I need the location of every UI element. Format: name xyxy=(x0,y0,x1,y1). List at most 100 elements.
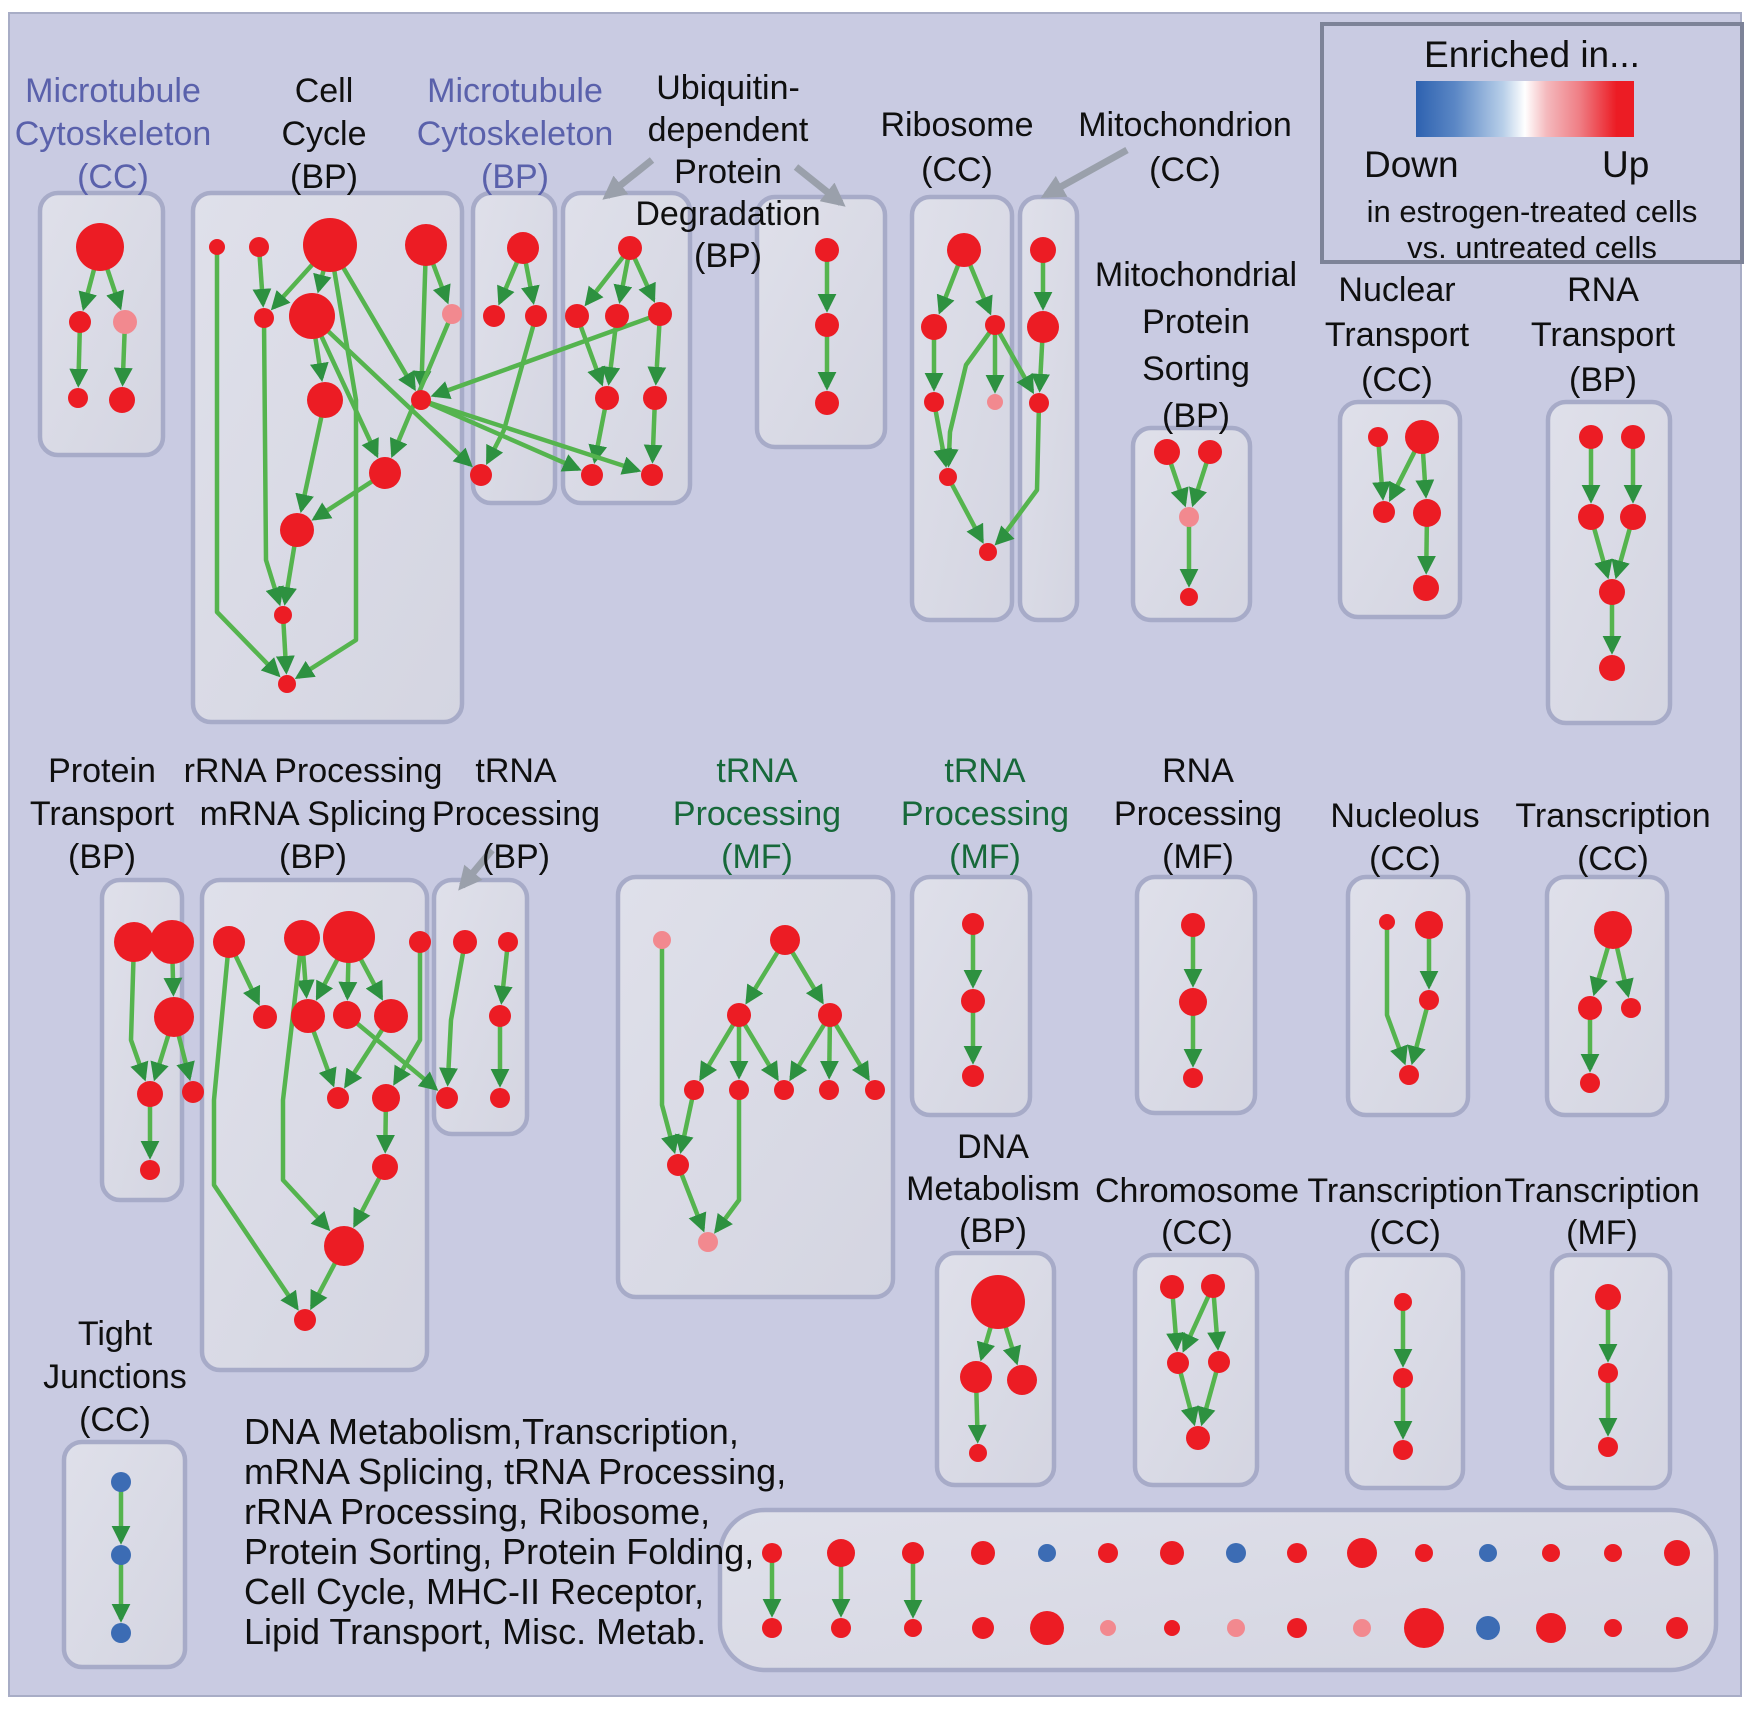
node-microtubule-cc-0 xyxy=(76,223,124,271)
group-label-line: mRNA Splicing xyxy=(199,795,427,833)
node-misc-cluster-12 xyxy=(1542,1544,1560,1562)
node-trna-mf-1-1 xyxy=(770,925,800,955)
legend-title: Enriched in... xyxy=(1424,34,1640,75)
group-label-line: (BP) xyxy=(1569,361,1637,399)
edge xyxy=(931,401,953,468)
edge xyxy=(485,315,539,466)
group-box-cell-cycle xyxy=(190,190,465,725)
group-label-line: Mitochondrial xyxy=(1094,256,1298,294)
node-mito-protein-sorting-1 xyxy=(1198,440,1222,464)
node-chromosome-0 xyxy=(1160,1275,1184,1299)
group-label-transcription-cc-b: Transcription (CC) xyxy=(1235,1170,1575,1254)
node-ribosome-1 xyxy=(921,314,947,340)
node-rrna-mrna-5 xyxy=(291,999,325,1033)
node-protein-transport-5 xyxy=(140,1160,160,1180)
group-label-line: (CC) xyxy=(1161,1214,1233,1252)
node-microtubule-cc-4 xyxy=(109,387,135,413)
group-label-line: tRNA xyxy=(716,752,798,790)
node-protein-transport-3 xyxy=(137,1081,163,1107)
group-label-line: Transcription xyxy=(1307,1172,1503,1210)
group-label-rrna-mrna: rRNA Processing mRNA Splicing (BP) xyxy=(143,750,483,879)
node-cell-cycle-2 xyxy=(303,218,357,272)
edge xyxy=(675,1164,707,1233)
node-rna-processing-mf-0 xyxy=(1181,913,1205,937)
annotation-line: rRNA Processing, Ribosome, xyxy=(244,1491,711,1532)
group-label-line: DNA xyxy=(957,1128,1029,1166)
node-trna-mf-1-4 xyxy=(684,1080,704,1100)
node-rrna-mrna-12 xyxy=(294,1309,316,1331)
edge xyxy=(211,941,299,1311)
node-rna-transport-4 xyxy=(1599,579,1625,605)
node-rna-transport-0 xyxy=(1579,425,1603,449)
group-label-line: (CC) xyxy=(1149,151,1221,189)
node-rrna-mrna-2 xyxy=(323,911,375,963)
node-rna-transport-1 xyxy=(1621,425,1645,449)
edge xyxy=(699,1013,741,1082)
node-transcription-cc-a-0 xyxy=(1594,911,1632,949)
group-label-trna-bp: tRNA Processing (BP) xyxy=(346,750,686,879)
group-label-line: (CC) xyxy=(79,1401,151,1439)
group-label-line: (CC) xyxy=(1577,840,1649,878)
legend-up-label: Up xyxy=(1602,144,1650,185)
group-label-cell-cycle: Cell Cycle (BP) xyxy=(154,70,494,199)
node-trna-mf-1-10 xyxy=(698,1232,718,1252)
node-trna-bp-3 xyxy=(436,1087,458,1109)
edge xyxy=(420,397,582,472)
edge xyxy=(439,941,468,1087)
group-label-line: tRNA xyxy=(475,752,557,790)
node-ubiquitin-deg-1-6 xyxy=(581,464,603,486)
node-rrna-mrna-11 xyxy=(324,1226,364,1266)
edge xyxy=(659,940,680,1155)
annotation-line: Cell Cycle, MHC-II Receptor, xyxy=(244,1571,705,1612)
node-ubiquitin-deg-1-3 xyxy=(648,302,672,326)
group-label-line: Tight xyxy=(77,1315,153,1353)
node-trna-bp-2 xyxy=(489,1005,511,1027)
group-label-microtubule-cc: Microtubule Cytoskeleton (CC) xyxy=(0,70,283,199)
node-ribosome-0 xyxy=(947,233,981,267)
node-tight-junctions-2 xyxy=(111,1623,131,1643)
node-misc-cluster-10 xyxy=(1415,1544,1433,1562)
node-ubiquitin-deg-1-7 xyxy=(641,464,663,486)
node-misc-cluster-0 xyxy=(762,1543,782,1563)
node-nucleolus-0 xyxy=(1379,914,1395,930)
node-trna-mf-1-5 xyxy=(729,1080,749,1100)
group-label-line: (CC) xyxy=(921,151,993,189)
group-label-nuclear-transport: Nuclear Transport (CC) xyxy=(1227,268,1567,403)
node-cell-cycle-1 xyxy=(249,237,269,257)
group-label-line: Transcription xyxy=(1515,797,1711,835)
edge xyxy=(714,1090,742,1234)
label-pointer-arrow-2 xyxy=(1040,146,1129,199)
node-chromosome-3 xyxy=(1208,1351,1230,1373)
node-trna-mf-2-2 xyxy=(962,1065,984,1087)
node-misc-cluster-15 xyxy=(762,1618,782,1638)
node-ribosome-6 xyxy=(979,543,997,561)
node-misc-cluster-14 xyxy=(1664,1540,1690,1566)
node-ribosome-3 xyxy=(924,392,944,412)
node-cell-cycle-11 xyxy=(274,606,292,624)
group-box-microtubule-cc xyxy=(37,190,166,458)
node-tight-junctions-0 xyxy=(111,1472,131,1492)
group-label-line: (BP) xyxy=(279,838,347,876)
edge xyxy=(430,311,661,400)
node-transcription-cc-a-1 xyxy=(1578,996,1602,1020)
node-misc-cluster-29 xyxy=(1666,1617,1688,1639)
node-rna-transport-5 xyxy=(1599,655,1625,681)
node-nucleolus-1 xyxy=(1415,911,1443,939)
node-chromosome-2 xyxy=(1167,1352,1189,1374)
annotation-line: mRNA Splicing, tRNA Processing, xyxy=(244,1451,787,1492)
group-label-line: Processing xyxy=(900,795,1070,833)
node-misc-cluster-28 xyxy=(1604,1619,1622,1637)
legend-caption-line1: in estrogen-treated cells xyxy=(1366,194,1698,229)
node-trna-mf-1-6 xyxy=(774,1080,794,1100)
group-label-transcription-cc-a: Transcription (CC) xyxy=(1443,795,1750,881)
node-transcription-mf-0 xyxy=(1595,1284,1621,1310)
node-ubiquitin-deg-2-1 xyxy=(815,313,839,337)
node-ribosome-5 xyxy=(939,468,957,486)
node-rna-processing-mf-2 xyxy=(1183,1068,1203,1088)
group-label-dna-metabolism: DNA Metabolism (BP) xyxy=(823,1126,1163,1252)
group-label-line: Ubiquitin- xyxy=(656,69,800,107)
node-transcription-cc-b-0 xyxy=(1394,1293,1412,1311)
node-nucleolus-2 xyxy=(1419,990,1439,1010)
node-protein-transport-4 xyxy=(182,1081,204,1103)
node-misc-cluster-3 xyxy=(971,1541,995,1565)
